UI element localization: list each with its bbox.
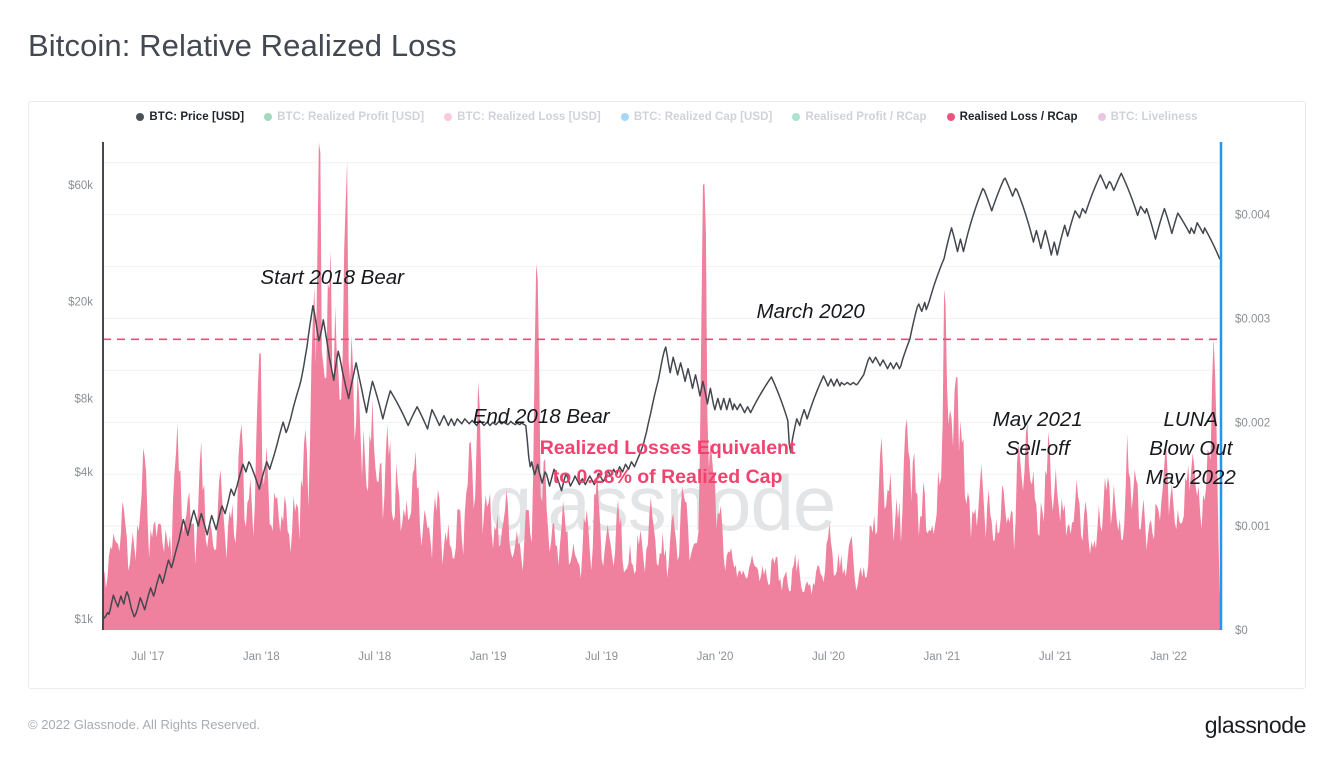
annotation-4: May 2022 (1146, 466, 1237, 489)
legend-item-label: BTC: Liveliness (1110, 111, 1198, 123)
annotation-3: Sell-off (1006, 437, 1072, 460)
legend-item-label: Realised Loss / RCap (959, 111, 1078, 123)
legend-dot-icon (264, 113, 273, 121)
annotation-1: End 2018 Bear (473, 405, 611, 428)
y-axis-left-tick: $1k (74, 614, 93, 626)
legend-item-6[interactable]: BTC: Liveliness (1097, 111, 1198, 123)
annotation-2: March 2020 (757, 300, 866, 323)
x-axis-tick: Jul '18 (358, 651, 391, 663)
legend-item-4[interactable]: Realised Profit / RCap (792, 111, 927, 123)
legend-item-label: BTC: Realized Profit [USD] (277, 111, 425, 123)
y-axis-left-tick: $60k (68, 180, 93, 192)
annotation-5: Realized Losses Equivalent (540, 437, 796, 459)
x-axis-tick: Jul '21 (1039, 651, 1072, 663)
legend-item-1[interactable]: BTC: Realized Profit [USD] (264, 111, 424, 123)
legend-item-5[interactable]: Realised Loss / RCap (946, 111, 1078, 123)
page-title: Bitcoin: Relative Realized Loss (28, 28, 457, 63)
relative-realized-loss-chart[interactable]: glassnode$60k$20k$8k$4k$1k$0.004$0.003$0… (29, 132, 1307, 690)
legend-item-2[interactable]: BTC: Realized Loss [USD] (444, 111, 601, 123)
glassnode-logo: glassnode (1204, 712, 1307, 738)
legend-item-label: BTC: Realized Loss [USD] (457, 111, 601, 123)
legend-dot-icon (620, 113, 629, 121)
x-axis-tick: Jul '19 (585, 651, 618, 663)
y-axis-right-tick: $0.001 (1235, 521, 1270, 533)
chart-plot-area[interactable]: glassnode $60k $20k $8k $4k $1k $0.004 $0.003 $0… (29, 132, 1307, 690)
y-axis-right-tick: $0.003 (1235, 314, 1270, 326)
x-axis-tick: Jan '21 (923, 651, 960, 663)
legend-item-0[interactable]: BTC: Price [USD] (136, 111, 244, 123)
realised-loss-rcap-area (103, 142, 1221, 630)
legend-dot-icon (1097, 113, 1106, 121)
annotation-4: LUNA (1163, 408, 1218, 431)
btc-price-line (102, 172, 1222, 620)
y-axis-right-tick: $0.002 (1235, 417, 1270, 429)
legend-item-label: BTC: Realized Cap [USD] (633, 111, 773, 123)
legend-item-3[interactable]: BTC: Realized Cap [USD] (620, 111, 773, 123)
y-axis-right-tick: $0.004 (1235, 210, 1271, 222)
legend-dot-icon (946, 113, 955, 121)
legend-item-label: Realised Profit / RCap (805, 111, 927, 123)
annotation-3: May 2021 (993, 408, 1083, 431)
x-axis-tick: Jul '20 (812, 651, 845, 663)
chart-card: BTC: Price [USD] BTC: Realized Profit [US… (28, 101, 1306, 689)
y-axis-left-tick: $20k (68, 296, 93, 308)
y-axis-left-tick: $8k (74, 393, 93, 405)
chart-legend: BTC: Price [USD] BTC: Realized Profit [US… (29, 111, 1305, 123)
y-axis-left-tick: $4k (74, 467, 93, 479)
legend-dot-icon (444, 113, 453, 121)
x-axis-tick: Jan '20 (697, 651, 734, 663)
annotation-5: to 0.28% of Realized Cap (553, 466, 783, 488)
annotation-4: Blow Out (1149, 437, 1233, 460)
legend-dot-icon (136, 113, 145, 121)
x-axis-tick: Jan '22 (1150, 651, 1187, 663)
footer-copyright: © 2022 Glassnode. All Rights Reserved. (28, 717, 261, 732)
annotation-0: Start 2018 Bear (260, 266, 405, 289)
x-axis-tick: Jul '17 (131, 651, 164, 663)
legend-dot-icon (792, 113, 801, 121)
x-axis-tick: Jan '19 (470, 651, 507, 663)
y-axis-right-tick: $0 (1235, 625, 1248, 637)
legend-item-label: BTC: Price [USD] (149, 111, 245, 123)
x-axis-tick: Jan '18 (243, 651, 280, 663)
